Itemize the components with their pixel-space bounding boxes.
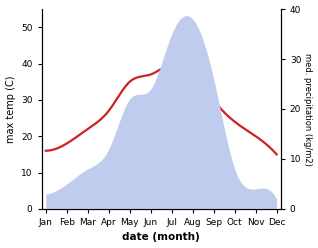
- X-axis label: date (month): date (month): [122, 232, 200, 243]
- Y-axis label: med. precipitation (kg/m2): med. precipitation (kg/m2): [303, 53, 313, 165]
- Y-axis label: max temp (C): max temp (C): [5, 75, 16, 143]
